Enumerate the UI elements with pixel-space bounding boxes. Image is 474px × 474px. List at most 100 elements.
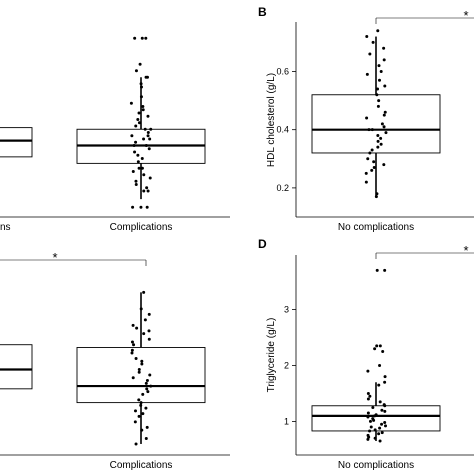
panel-d-y-axis-label: Triglyceride (g/L) bbox=[266, 318, 277, 393]
panel-a-data-point bbox=[146, 131, 150, 134]
panel-d-data-point bbox=[366, 397, 370, 401]
panel-b-data-point bbox=[371, 40, 375, 44]
panel-d-data-point bbox=[383, 409, 387, 413]
panel-b-data-point bbox=[382, 58, 386, 62]
panel-d-data-point bbox=[383, 375, 387, 379]
panel-a-data-point bbox=[130, 134, 134, 138]
panel-c: * Complications bbox=[0, 250, 230, 471]
panel-a-data-point bbox=[142, 137, 146, 141]
panel-d-data-point bbox=[368, 419, 372, 423]
panel-c-data-point bbox=[137, 370, 141, 374]
panel-c-data-point bbox=[130, 340, 134, 344]
panel-c-data-point bbox=[146, 390, 150, 394]
panel-d-data-point bbox=[371, 405, 375, 409]
panel-b-data-point bbox=[365, 72, 369, 76]
panel-c-data-point bbox=[147, 329, 151, 333]
panel-b-data-point bbox=[374, 195, 378, 199]
panel-a-data-point bbox=[136, 118, 140, 121]
panel-c-data-point bbox=[144, 406, 148, 410]
panel-a-data-point bbox=[141, 105, 145, 108]
panel-a-box bbox=[0, 127, 33, 158]
panel-b-data-point bbox=[384, 131, 388, 135]
panel-d-data-point bbox=[378, 439, 382, 443]
panel-b-data-point bbox=[365, 35, 369, 39]
panel-d-category-label: No complications bbox=[338, 460, 414, 471]
panel-d-data-point bbox=[366, 369, 370, 373]
panel-d-data-point bbox=[373, 347, 377, 351]
panel-c-data-point bbox=[133, 420, 137, 424]
panel-b-data-point bbox=[375, 192, 379, 196]
panel-c-data-point bbox=[147, 337, 151, 341]
panel-d-y-tick-label: 3 bbox=[284, 305, 289, 315]
panel-a-data-point bbox=[134, 183, 138, 186]
panel-d-data-point bbox=[378, 344, 382, 348]
panel-a-data-point bbox=[148, 137, 152, 141]
panel-a-data-point bbox=[142, 173, 146, 177]
panel-b-data-point bbox=[383, 84, 387, 88]
panel-b-y-tick-label: 0.6 bbox=[276, 66, 289, 76]
panel-a-data-point bbox=[139, 95, 143, 99]
panel-b-data-point bbox=[368, 52, 372, 56]
panel-a-data-point bbox=[131, 205, 135, 209]
panel-b-data-point bbox=[383, 110, 387, 114]
panel-b-data-point bbox=[367, 128, 371, 132]
panel-b-data-point bbox=[379, 69, 383, 73]
panel-c-data-point bbox=[143, 318, 147, 322]
panel-a-data-point bbox=[133, 150, 137, 154]
panel-c-data-point bbox=[131, 323, 135, 327]
panel-c-data-point bbox=[147, 312, 151, 316]
panel-c-data-point bbox=[139, 403, 143, 407]
panel-a-data-point bbox=[138, 62, 142, 66]
panel-d-data-point bbox=[375, 344, 379, 348]
panel-d-data-point bbox=[368, 394, 372, 398]
panel-c-data-point bbox=[144, 436, 148, 440]
panel-a-data-point bbox=[146, 189, 150, 193]
panel-b-data-point bbox=[376, 104, 380, 108]
panel-a-data-point bbox=[129, 101, 133, 105]
panel-c-data-point bbox=[145, 425, 149, 429]
panel-c-significance-marker: * bbox=[52, 250, 57, 265]
panel-b-box bbox=[311, 94, 441, 154]
panel-d-data-point bbox=[378, 426, 382, 430]
panel-b-data-point bbox=[364, 171, 368, 175]
panel-a-data-point bbox=[145, 186, 149, 190]
panel-d-significance-marker: * bbox=[463, 243, 468, 258]
panel-c-data-point bbox=[140, 359, 144, 363]
panel-c-data-point bbox=[130, 348, 134, 352]
panel-c-data-point bbox=[141, 392, 145, 396]
panel-a-category-label-1: ns bbox=[0, 222, 11, 233]
panel-b-data-point bbox=[377, 99, 381, 103]
panel-c-category-label-2: Complications bbox=[110, 460, 173, 471]
panel-a-data-point bbox=[137, 121, 141, 125]
panel-b-data-point bbox=[376, 29, 380, 33]
panel-c-data-point bbox=[134, 442, 138, 446]
panel-d-data-point bbox=[378, 363, 382, 367]
panel-a-data-point bbox=[134, 69, 138, 73]
panel-a-data-point bbox=[134, 140, 138, 144]
panel-a-data-point bbox=[139, 205, 143, 209]
panel-c-data-point bbox=[131, 376, 135, 380]
panel-c-data-point bbox=[135, 326, 139, 330]
panel-d-data-point bbox=[383, 268, 387, 272]
panel-d-data-point bbox=[384, 424, 388, 428]
panel-b-data-point bbox=[379, 142, 383, 146]
panel-c-data-point bbox=[144, 381, 148, 385]
panel-d-data-point bbox=[366, 391, 370, 395]
panel-d-data-point bbox=[380, 431, 384, 435]
panel-c-data-point bbox=[148, 373, 152, 377]
panel-a-data-point bbox=[146, 134, 150, 138]
panel-b-y-tick-label: 0.4 bbox=[276, 125, 289, 135]
panel-a-data-point bbox=[149, 127, 153, 131]
panel-c-data-point bbox=[130, 351, 134, 355]
panel-d-data-point bbox=[366, 415, 370, 419]
panel-d-box bbox=[311, 405, 441, 432]
panel-a-data-point bbox=[144, 36, 148, 40]
panel-a-data-point bbox=[133, 36, 137, 40]
panel-b-data-point bbox=[368, 151, 372, 155]
panel-a-data-point bbox=[147, 147, 151, 151]
panel-b-y-tick-label: 0.2 bbox=[276, 183, 289, 193]
panel-b-data-point bbox=[382, 163, 386, 167]
panel-c-data-point bbox=[145, 387, 149, 391]
panel-a: ns Complications bbox=[0, 36, 230, 233]
